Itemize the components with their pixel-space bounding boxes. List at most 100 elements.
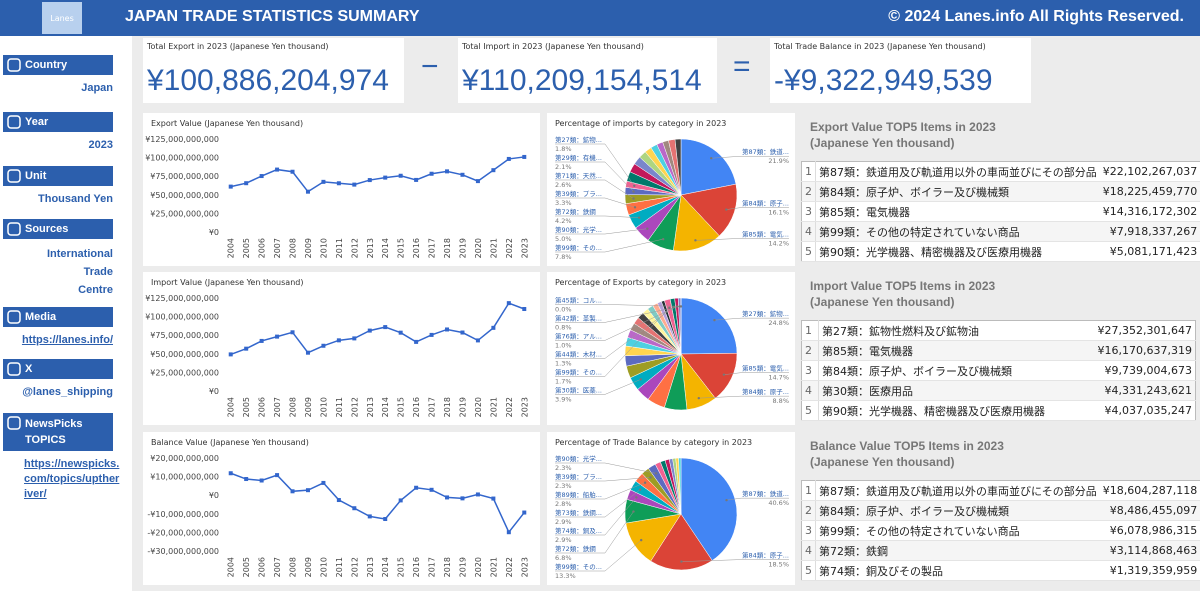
kpi-card: Total Import in 2023 (Japanese Yen thous… bbox=[458, 38, 717, 103]
table-cell: 第87類：鉄道用及び軌道用以外の車両並びにその部分品 bbox=[815, 480, 1100, 501]
table-cell: ¥4,331,243,621 bbox=[1080, 380, 1196, 401]
point bbox=[290, 169, 295, 174]
x-tick-label: 2023 bbox=[520, 238, 529, 258]
leader-line bbox=[555, 306, 674, 359]
table-cell: ¥14,316,172,302 bbox=[1099, 201, 1200, 222]
point bbox=[460, 172, 465, 177]
point bbox=[244, 181, 249, 186]
y-tick-label: ¥0 bbox=[209, 387, 219, 396]
point bbox=[336, 181, 341, 186]
table-cell: 3 bbox=[801, 520, 816, 541]
table-row: 3 第99類：その他の特定されていない商品 ¥6,078,986,315 bbox=[801, 520, 1200, 541]
x-tick-label: 2014 bbox=[381, 557, 390, 577]
top5-table: 1 第27類：鉱物性燃料及び鉱物油 ¥27,352,301,647 2 第85類：電気機… bbox=[801, 320, 1196, 421]
table-title: Import Value TOP5 Items in 2023 bbox=[810, 279, 996, 293]
point bbox=[460, 330, 465, 335]
point bbox=[506, 301, 511, 306]
point bbox=[475, 338, 480, 343]
point bbox=[305, 488, 310, 493]
point bbox=[244, 477, 249, 482]
leader-line bbox=[555, 161, 634, 192]
slice-label: 第99類：その... bbox=[555, 562, 602, 571]
leader-dot bbox=[725, 208, 728, 211]
point bbox=[367, 328, 372, 333]
sidebar-label: Unit bbox=[25, 170, 47, 182]
slice-value-label: 3.9% bbox=[555, 395, 572, 403]
table-cell: 2 bbox=[801, 181, 816, 202]
table-cell: 第72類：鉄鋼 bbox=[815, 540, 1100, 561]
slice-label: 第90類：光学... bbox=[555, 454, 602, 463]
page-title: JAPAN TRADE STATISTICS SUMMARY bbox=[125, 8, 420, 25]
table-row: 4 第99類：その他の特定されていない商品 ¥7,918,337,267 bbox=[801, 221, 1200, 242]
table-cell: ¥5,081,171,423 bbox=[1099, 241, 1200, 262]
leader-dot bbox=[633, 206, 637, 209]
leader-line bbox=[555, 179, 634, 199]
leader-dot bbox=[668, 306, 671, 310]
point bbox=[259, 174, 264, 179]
slice-label: 第42類：革製... bbox=[555, 313, 602, 322]
y-tick-label: ¥20,000,000,000 bbox=[150, 454, 219, 463]
table-cell: 5 bbox=[801, 560, 816, 581]
icon-shape bbox=[7, 362, 21, 376]
leader-line bbox=[555, 306, 678, 341]
chart-panel: Import Value (Japanese Yen thousand) ¥0 ¥2… bbox=[143, 272, 540, 425]
icon bbox=[7, 169, 21, 183]
sidebar-link[interactable]: @lanes_shipping bbox=[22, 386, 113, 398]
leader-line bbox=[555, 215, 640, 218]
leader-dot bbox=[697, 396, 701, 400]
x-tick-label: 2008 bbox=[289, 557, 298, 577]
sidebar-link[interactable]: https://newspicks.com/topics/uptheriver/ bbox=[24, 458, 120, 500]
table-row: 5 第74類：銅及びその製品 ¥1,319,359,959 bbox=[801, 560, 1200, 581]
table-cell: ¥1,319,359,959 bbox=[1099, 560, 1200, 581]
sidebar-value: Japan bbox=[81, 82, 113, 94]
slice-value-label: 2.9% bbox=[555, 536, 572, 544]
slice-label: 第72類：鉄鋼 bbox=[555, 207, 596, 216]
leader-dot bbox=[632, 510, 635, 513]
x-tick-label: 2022 bbox=[505, 397, 514, 417]
y-tick-label: ¥25,000,000,000 bbox=[150, 368, 219, 377]
point bbox=[491, 168, 496, 173]
x-tick-label: 2006 bbox=[258, 397, 267, 417]
slice-label: 第30類：医薬... bbox=[555, 385, 602, 394]
table-subtitle: (Japanese Yen thousand) bbox=[810, 136, 955, 150]
table-row: 1 第27類：鉱物性燃料及び鉱物油 ¥27,352,301,647 bbox=[801, 320, 1196, 341]
slice-value-label: 14.2% bbox=[768, 239, 789, 247]
point bbox=[506, 530, 511, 535]
copyright: © 2024 Lanes.info All Rights Reserved. bbox=[888, 8, 1184, 25]
y-tick-label: ¥100,000,000,000 bbox=[145, 313, 219, 322]
point bbox=[491, 496, 496, 501]
x-tick-label: 2010 bbox=[319, 397, 328, 417]
point bbox=[321, 179, 326, 184]
table-cell: 3 bbox=[801, 360, 819, 381]
slice-value-label: 1.3% bbox=[555, 359, 572, 367]
table-cell: ¥18,604,287,118 bbox=[1099, 480, 1200, 501]
y-tick-label: -¥10,000,000,000 bbox=[147, 510, 219, 519]
x-tick-label: 2015 bbox=[397, 238, 406, 258]
kpi-label: Total Export in 2023 (Japanese Yen thous… bbox=[147, 42, 329, 51]
slice-label: 第87類：鉄道... bbox=[742, 489, 789, 498]
sidebar-link[interactable]: https://lanes.info/ bbox=[21, 334, 113, 346]
leader-line bbox=[726, 497, 789, 501]
table-cell: 5 bbox=[801, 241, 816, 262]
pie-slice bbox=[680, 297, 738, 355]
sidebar-value: Thousand Yen bbox=[38, 193, 113, 205]
leader-dot bbox=[637, 216, 641, 219]
table-cell: 第30類：医療用品 bbox=[818, 380, 1081, 401]
chart: Export Value (Japanese Yen thousand) ¥0 ¥2… bbox=[145, 119, 529, 258]
table-cell: 1 bbox=[801, 320, 819, 341]
sidebar-label: X bbox=[25, 363, 33, 375]
leader-dot bbox=[710, 157, 713, 160]
slice-label: 第74類：銅及... bbox=[555, 526, 602, 535]
leader-line bbox=[555, 462, 657, 474]
x-tick-label: 2013 bbox=[366, 397, 375, 417]
kpi-label: Total Trade Balance in 2023 (Japanese Ye… bbox=[774, 42, 986, 51]
leader-line bbox=[555, 539, 642, 572]
sidebar-heading: NewsPicks TOPICS bbox=[3, 413, 113, 451]
table-cell: ¥6,078,986,315 bbox=[1099, 520, 1200, 541]
slice-label: 第99類：その... bbox=[555, 243, 602, 252]
kpi-card: Total Export in 2023 (Japanese Yen thous… bbox=[143, 38, 404, 103]
point bbox=[367, 178, 372, 183]
table-row: 2 第84類：原子炉、ボイラー及び機械類 ¥8,486,455,097 bbox=[801, 500, 1200, 521]
point bbox=[445, 327, 450, 332]
slice-value-label: 18.5% bbox=[768, 561, 789, 569]
